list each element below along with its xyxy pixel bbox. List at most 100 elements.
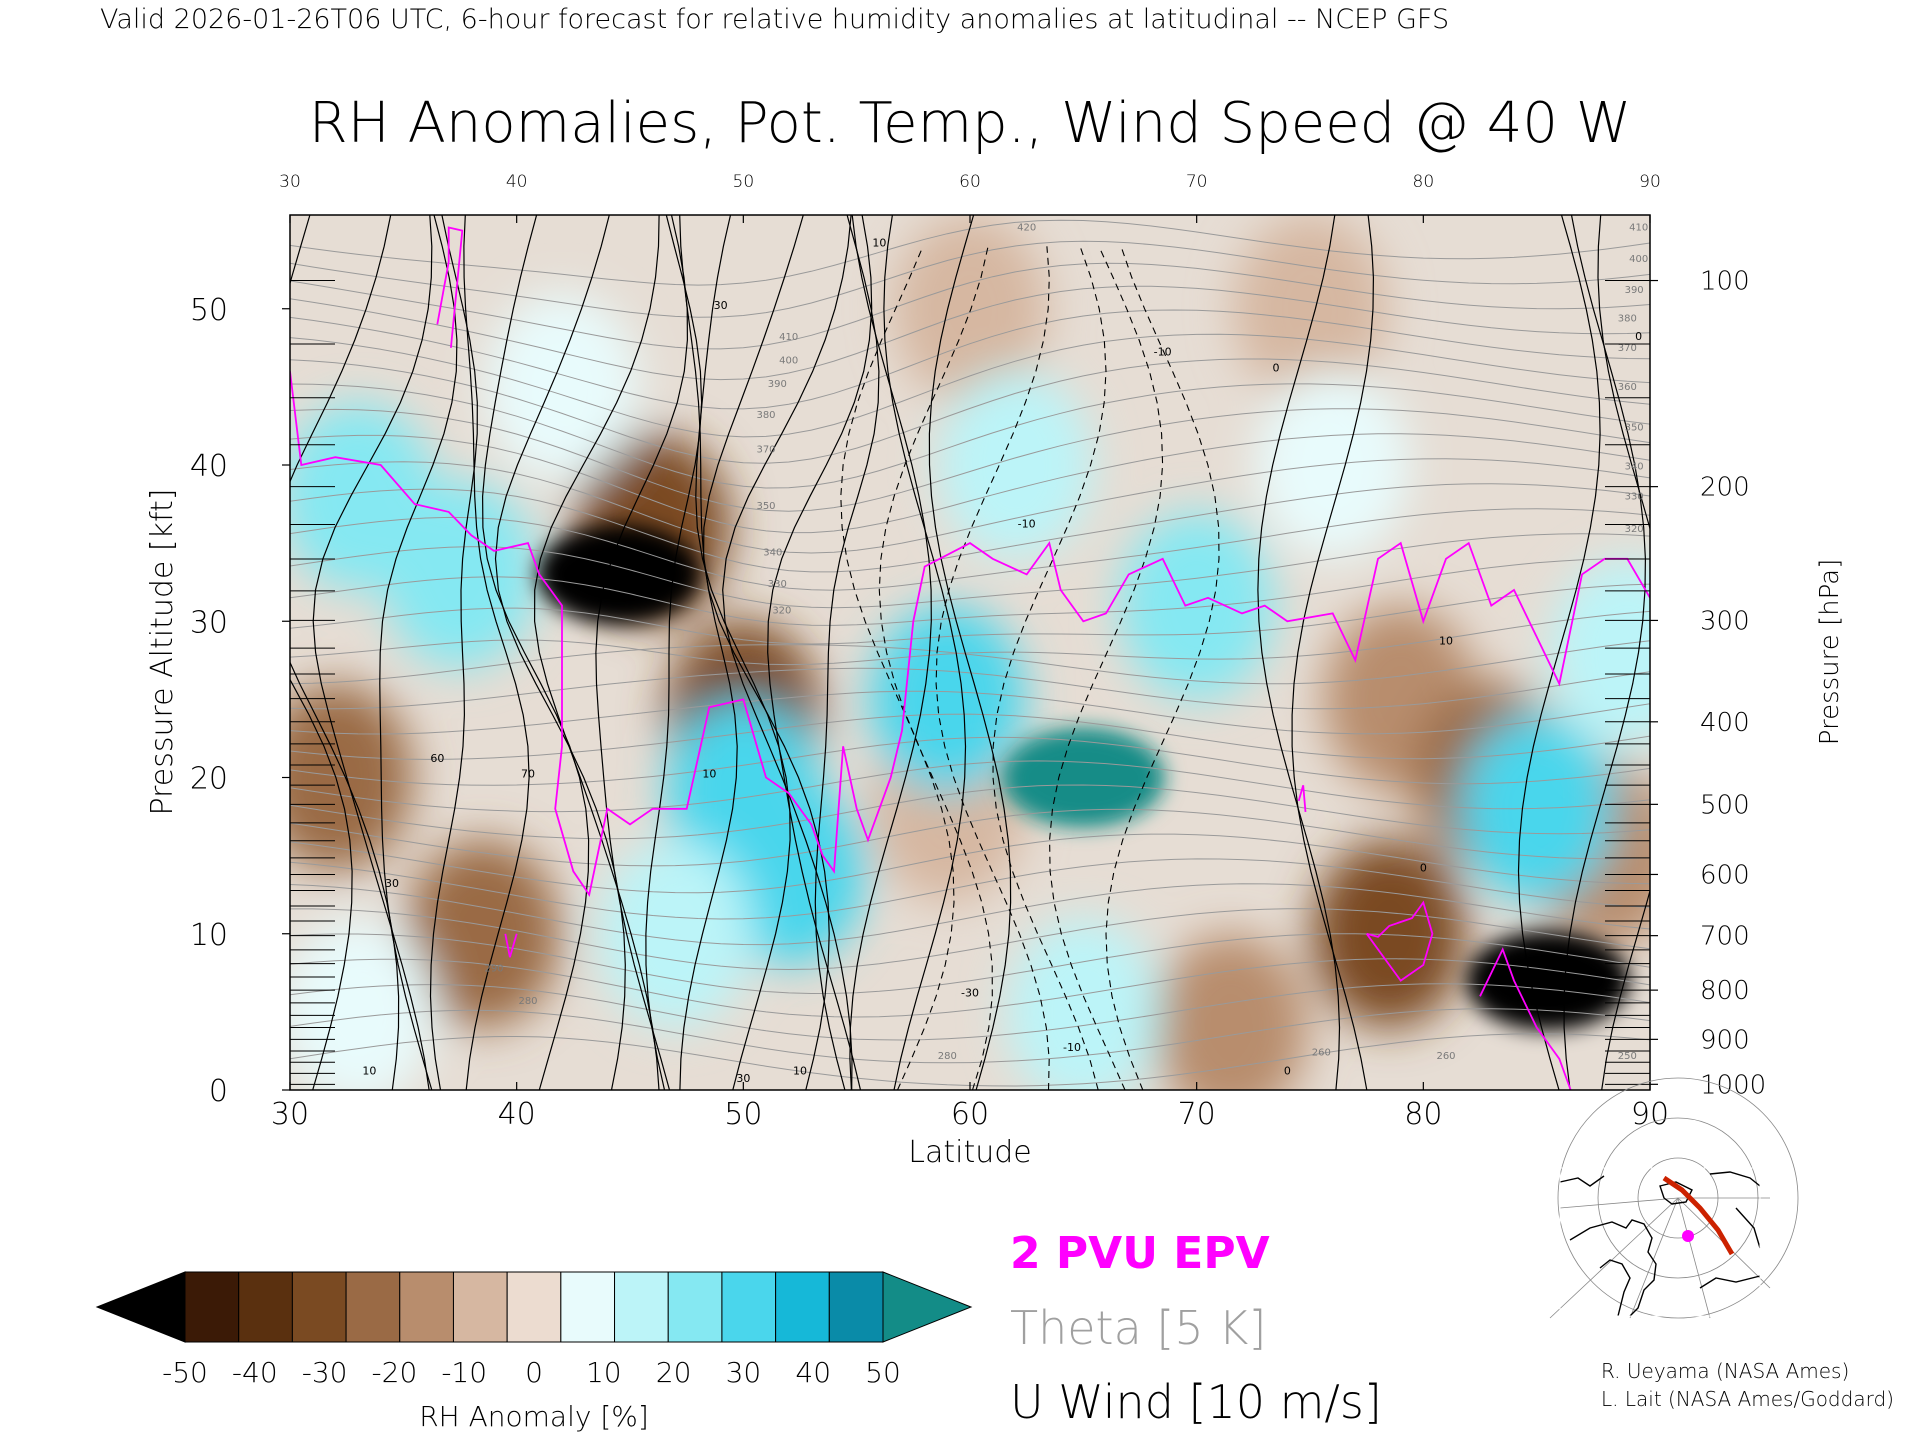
rh-anomaly-cores xyxy=(537,524,1630,1031)
theta-line-3 xyxy=(290,958,1650,1018)
wind-label-13: 0 xyxy=(1273,361,1280,374)
wind-dashed-4 xyxy=(1049,246,1164,1090)
wind-contours xyxy=(290,215,1650,1090)
rh-feature-19 xyxy=(1001,727,1165,828)
wind-label-17: 0 xyxy=(1635,330,1642,343)
theta-label-10: 410 xyxy=(1629,223,1648,234)
theta-line-11 xyxy=(290,760,1650,813)
theta-line-26 xyxy=(290,383,1650,489)
theta-line-14 xyxy=(290,690,1650,735)
x-tick-label-6: 90 xyxy=(1631,1097,1669,1132)
wind-label-3: 70 xyxy=(521,768,535,781)
theta-line-6 xyxy=(290,883,1650,946)
theta-line-17 xyxy=(290,610,1650,666)
theta-label-8: 330 xyxy=(768,579,787,590)
colorbar-tick-6: 10 xyxy=(586,1356,622,1389)
legend-wind: U Wind [10 m/s] xyxy=(1010,1375,1382,1429)
rh-feature-6 xyxy=(1312,840,1467,1028)
wind-label-9: -10 xyxy=(1018,518,1036,531)
rh-feature-21 xyxy=(598,840,753,1028)
locator-map xyxy=(1549,1077,1799,1319)
wind-line-23 xyxy=(1563,215,1647,1090)
colorbar-tick-4: -10 xyxy=(441,1356,487,1389)
colorbar-tick-7: 20 xyxy=(656,1356,692,1389)
y-tick-label-0: 0 xyxy=(209,1074,228,1109)
colorbar-segment-8 xyxy=(614,1271,669,1343)
theta-line-7 xyxy=(290,858,1650,920)
theta-line-13 xyxy=(290,713,1650,760)
rh-feature-20 xyxy=(1119,511,1274,700)
colorbar-tick-0: -50 xyxy=(162,1356,208,1389)
theta-label-24: 260 xyxy=(1436,1051,1455,1062)
cross-section-track xyxy=(1662,1175,1735,1256)
pv-contour-5 xyxy=(1479,947,1572,1090)
credit-line-2: L. Lait (NASA Ames/Goddard) xyxy=(1601,1387,1894,1411)
pressure-level-markers xyxy=(290,280,1650,1085)
rh-feature-5 xyxy=(405,840,560,1028)
theta-label-21: 280 xyxy=(518,996,537,1007)
colorbar-low-arrow xyxy=(95,1271,186,1343)
colorbar-segment-3 xyxy=(345,1271,401,1343)
colorbar-segment-6 xyxy=(506,1271,562,1343)
theta-label-2: 400 xyxy=(779,355,798,366)
theta-line-23 xyxy=(290,458,1650,554)
theta-line-24 xyxy=(290,433,1650,534)
wind-line-17 xyxy=(849,215,932,1090)
x-top-tick-label-2: 50 xyxy=(733,172,755,192)
pressure-tick-label-7: 800 xyxy=(1700,976,1750,1006)
theta-line-12 xyxy=(290,736,1650,786)
x-tick-label-2: 50 xyxy=(724,1097,762,1132)
y-tick-label-1: 10 xyxy=(190,918,228,953)
x-axis: 30 40 50 60 70 80 90 xyxy=(271,1082,1669,1132)
wind-line-18 xyxy=(883,215,967,1090)
theta-label-15: 360 xyxy=(1618,382,1637,393)
pv-contour-1 xyxy=(436,226,464,348)
theta-line-10 xyxy=(290,784,1650,840)
y-tick-label-5: 50 xyxy=(190,293,228,328)
rh-feature-24 xyxy=(1550,558,1650,747)
wind-dashed-5 xyxy=(1105,246,1220,1090)
wind-line-10 xyxy=(645,215,703,1090)
wind-label-2: 60 xyxy=(430,752,444,765)
credit-line-1: R. Ueyama (NASA Ames) xyxy=(1601,1359,1849,1383)
theta-label-5: 370 xyxy=(756,445,775,456)
legend-pv: 2 PVU EPV xyxy=(1010,1228,1270,1279)
theta-label-11: 400 xyxy=(1629,254,1648,265)
wind-label-8: 10 xyxy=(793,1064,807,1077)
pv-contour-0 xyxy=(290,371,1650,897)
theta-line-5 xyxy=(290,908,1650,971)
theta-line-15 xyxy=(290,667,1650,710)
wind-line-3 xyxy=(379,215,458,1090)
rh-feature-25 xyxy=(290,918,436,1090)
wind-line-24 xyxy=(1597,215,1650,1090)
location-point xyxy=(1682,1230,1694,1242)
rh-anomaly-field xyxy=(290,215,1650,1090)
wind-line-2 xyxy=(312,215,433,1090)
wind-label-14: 10 xyxy=(1439,635,1453,648)
wind-label-10: -10 xyxy=(1154,346,1172,359)
header-text: Valid 2026-01-26T06 UTC, 6-hour forecast… xyxy=(100,4,1449,35)
colorbar-tick-5: 0 xyxy=(525,1356,543,1389)
colorbar-label: RH Anomaly [%] xyxy=(419,1400,649,1433)
theta-label-14: 370 xyxy=(1618,343,1637,354)
x-tick-label-5: 80 xyxy=(1404,1097,1442,1132)
theta-line-2 xyxy=(290,983,1650,1041)
theta-line-27 xyxy=(290,358,1650,464)
x-top-tick-label-3: 60 xyxy=(959,172,981,192)
wind-label-5: 10 xyxy=(362,1064,376,1077)
wind-line-16 xyxy=(814,215,880,1090)
pressure-axis: 100 200 300 400 500 600 700 800 900 1000 xyxy=(1650,267,1766,1100)
legend: 2 PVU EPV Theta [5 K] U Wind [10 m/s] xyxy=(1010,1228,1382,1429)
colorbar-segment-9 xyxy=(667,1271,723,1343)
pressure-tick-label-4: 500 xyxy=(1700,790,1750,820)
pressure-tick-label-9: 1000 xyxy=(1700,1070,1766,1100)
colorbar-tick-9: 40 xyxy=(795,1356,831,1389)
wind-line-14 xyxy=(722,215,853,1090)
theta-line-8 xyxy=(290,833,1650,894)
pv-contour-2 xyxy=(504,933,518,958)
theta-label-12: 390 xyxy=(1625,285,1644,296)
wind-line-19 xyxy=(928,215,1012,1090)
y-axis: 0 10 20 30 40 50 xyxy=(190,293,290,1109)
x-tick-label-0: 30 xyxy=(271,1097,309,1132)
